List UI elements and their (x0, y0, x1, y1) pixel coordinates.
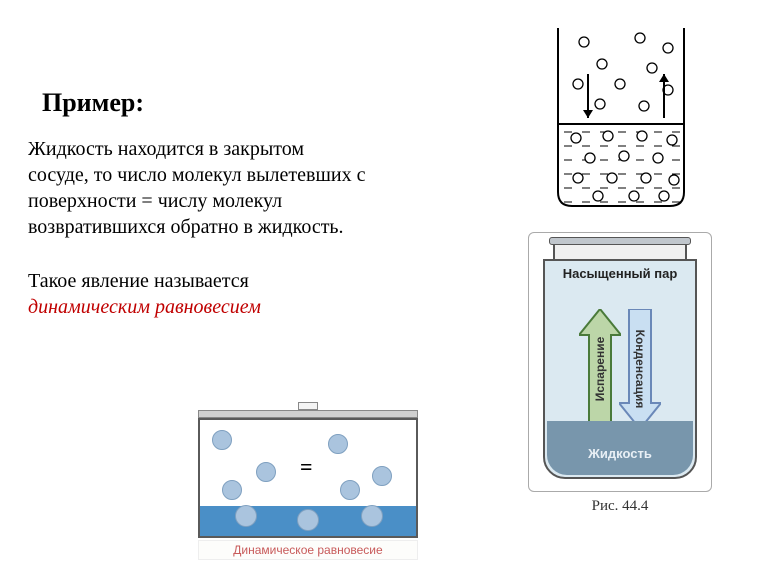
molecule (256, 462, 276, 482)
term-dynamic-equilibrium: динамическим равновесием (28, 296, 261, 318)
equals-sign: = (300, 454, 313, 480)
paragraph-2: Такое явление называется динамическим ра… (28, 268, 368, 320)
molecule (340, 480, 360, 500)
molecule (328, 434, 348, 454)
paragraph-1: Жидкость находится в закрытом сосуде, то… (28, 136, 368, 240)
jar-cap (549, 237, 691, 245)
condensation-label: Конденсация (633, 330, 647, 409)
jar-body: Насыщенный пар Испарение Конденсация Жид… (543, 259, 697, 479)
molecule (372, 466, 392, 486)
molecule (235, 505, 257, 527)
molecule (297, 509, 319, 531)
jar-bottom-label: Жидкость (545, 446, 695, 461)
vessel-frame: = (198, 418, 418, 538)
frame-top-bar (198, 410, 418, 418)
paragraph-2-prefix: Такое явление называется (28, 270, 249, 292)
text-column: Пример: Жидкость находится в закрытом со… (28, 88, 368, 348)
frame-tab (298, 402, 318, 410)
evaporation-arrow: Испарение (579, 309, 621, 429)
evaporation-label: Испарение (593, 337, 607, 402)
jar-top-label: Насыщенный пар (545, 267, 695, 281)
jar-outer: Насыщенный пар Испарение Конденсация Жид… (528, 232, 712, 492)
jar-caption: Рис. 44.4 (528, 498, 712, 515)
dynamic-equilibrium-diagram: = Динамическое равновесие (198, 418, 418, 560)
jar-diagram: Насыщенный пар Испарение Конденсация Жид… (528, 232, 712, 515)
molecule (212, 430, 232, 450)
section-title: Пример: (42, 88, 368, 118)
molecule (361, 505, 383, 527)
bottom-diagram-caption: Динамическое равновесие (198, 540, 418, 560)
closed-vessel-svg (548, 24, 694, 212)
closed-vessel-diagram (548, 24, 694, 212)
molecule (222, 480, 242, 500)
condensation-arrow: Конденсация (619, 309, 661, 429)
